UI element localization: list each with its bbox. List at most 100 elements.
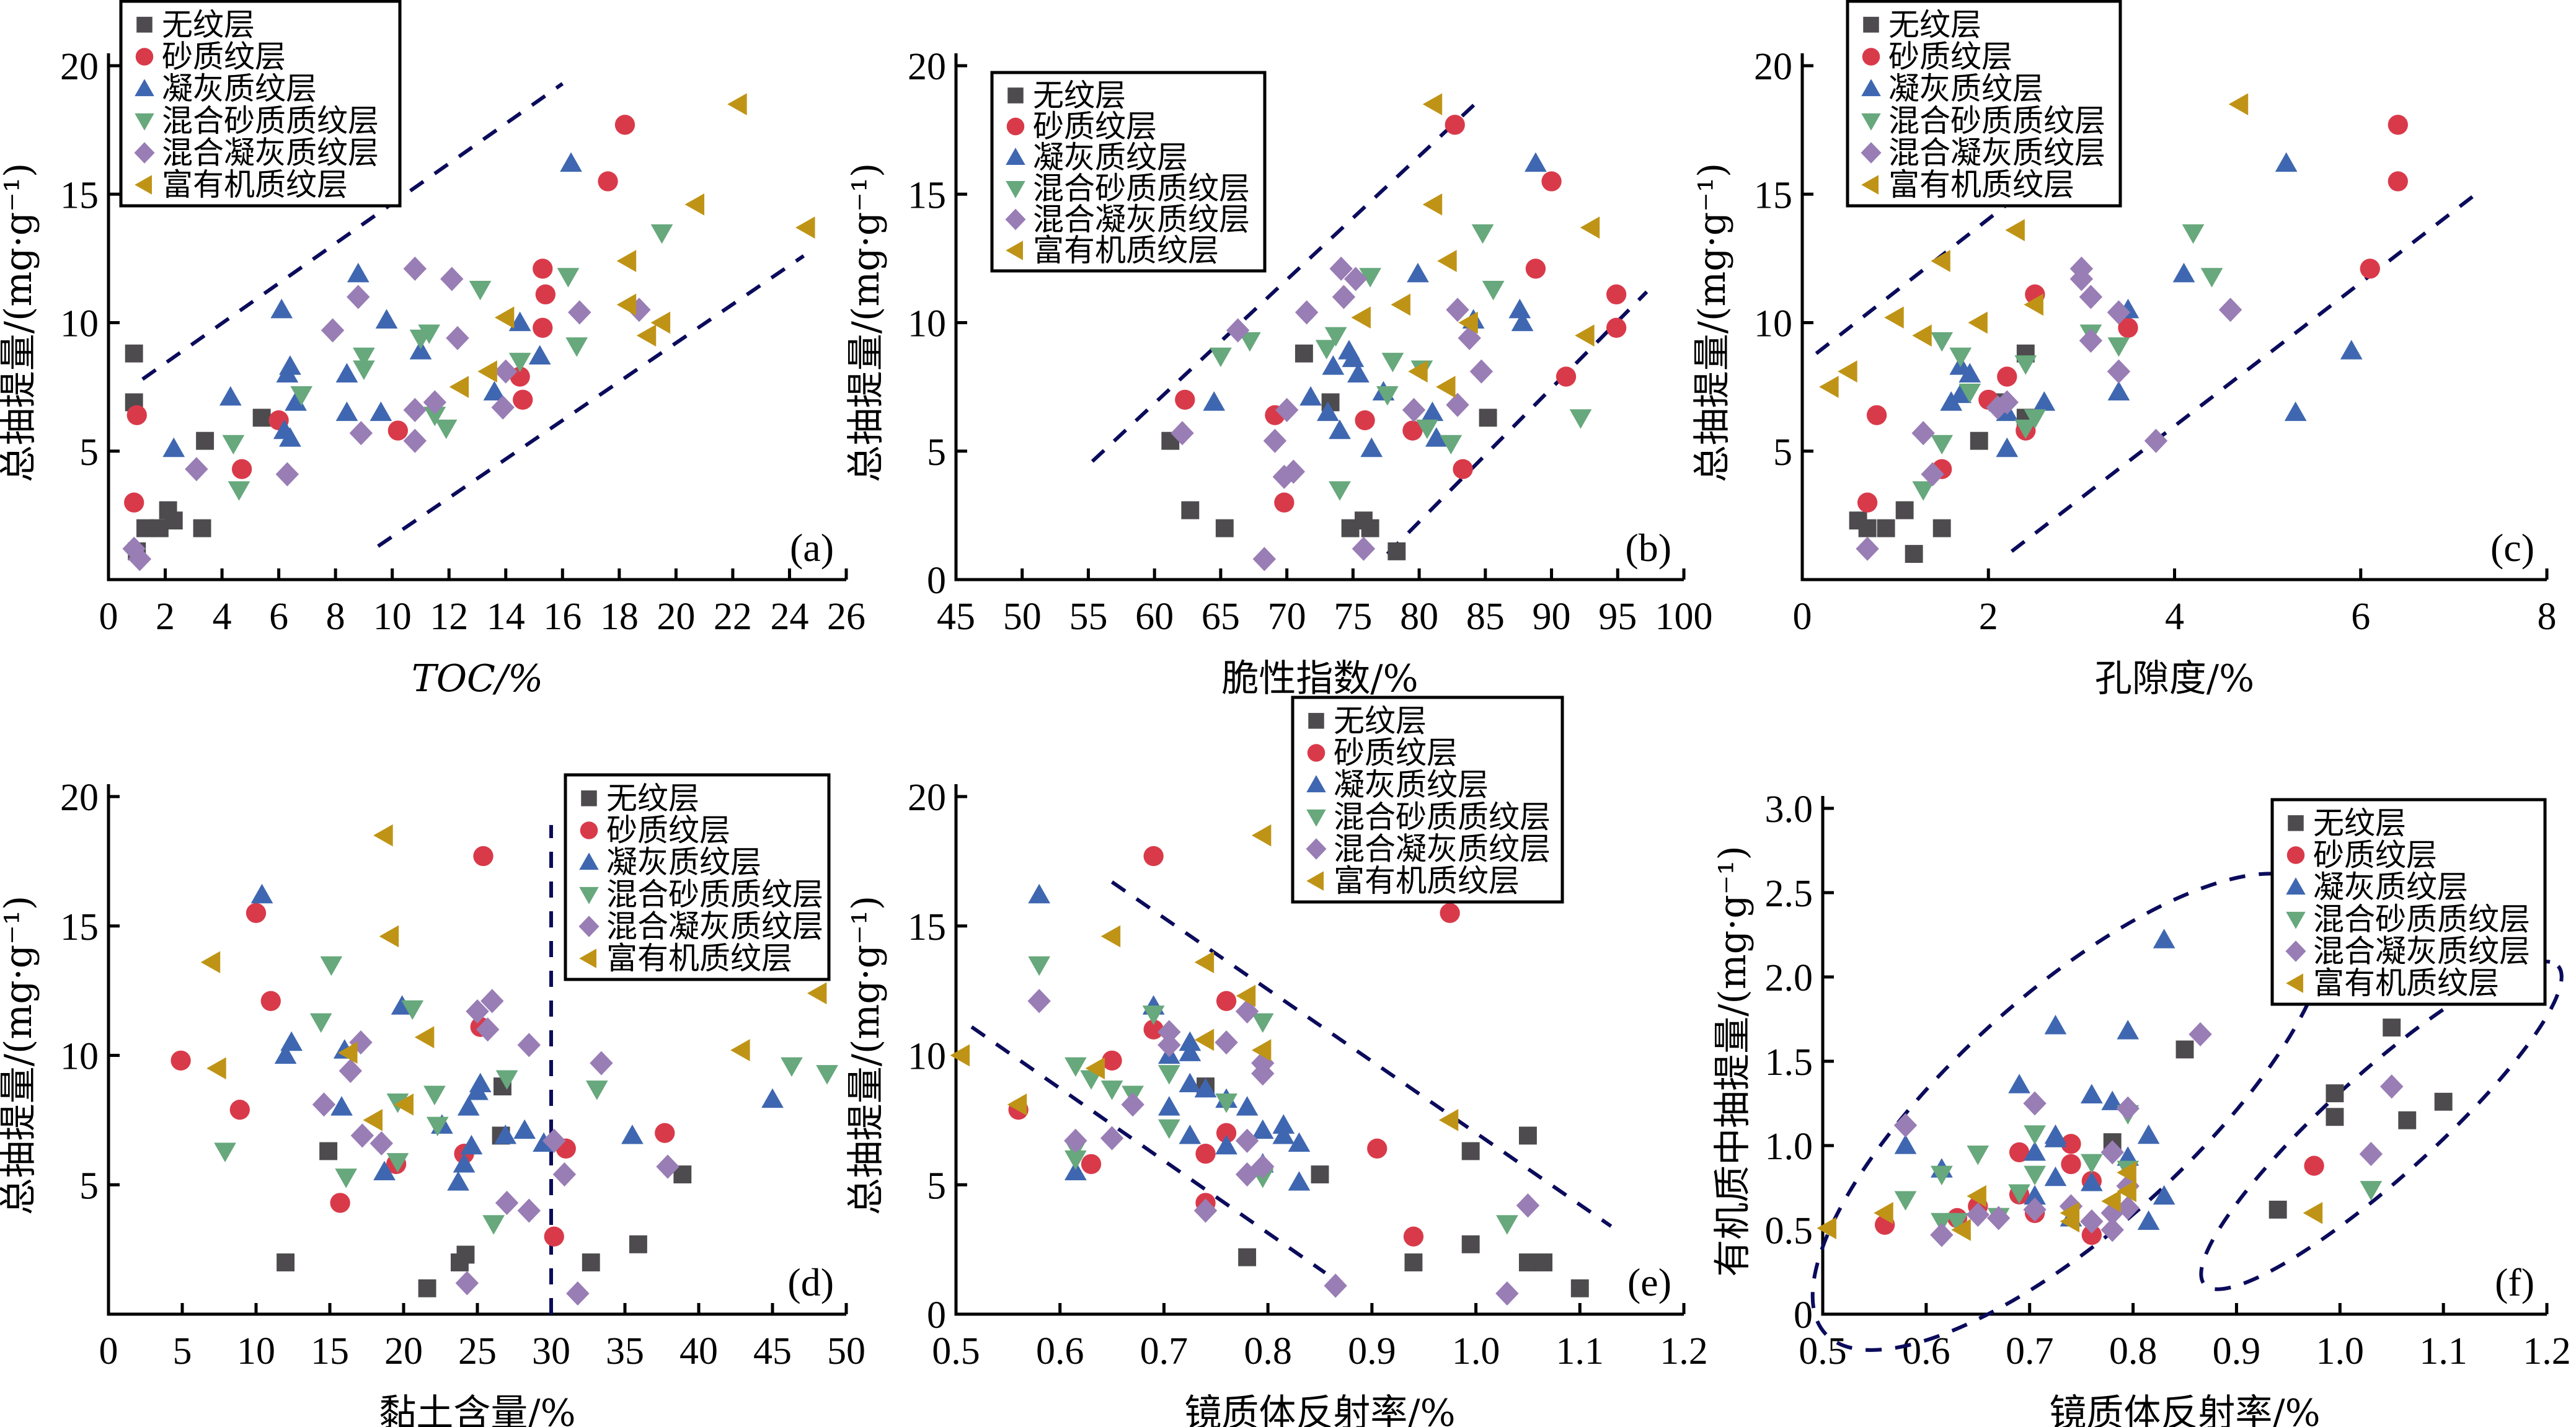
- data-point: [1175, 389, 1195, 410]
- legend-marker-triangle-left: [1861, 175, 1879, 195]
- data-point: [1416, 419, 1438, 440]
- data-point: [1931, 1165, 1953, 1186]
- x-axis-title: 孔隙度/%: [2095, 657, 2254, 700]
- data-point: [1381, 353, 1404, 373]
- x-tick-label: 1.2: [1660, 1330, 1708, 1372]
- data-point: [1235, 1128, 1259, 1153]
- data-point: [455, 1271, 479, 1296]
- legend-label: 无纹层: [162, 7, 255, 43]
- data-point: [409, 340, 432, 360]
- y-axis-title: 总抽提量/(mg·g⁻¹): [0, 163, 40, 483]
- data-point: [2005, 219, 2025, 242]
- data-point: [2107, 337, 2130, 357]
- data-point: [2008, 1184, 2030, 1204]
- data-point: [309, 1013, 332, 1033]
- data-point: [170, 1050, 191, 1071]
- legend-label: 无纹层: [1033, 77, 1126, 113]
- data-point: [557, 268, 580, 288]
- y-axis-title: 总抽提量/(mg·g⁻¹): [0, 896, 40, 1216]
- data-point: [2172, 262, 2195, 283]
- y-tick-label: 3.0: [1765, 789, 1813, 831]
- data-point: [1215, 1134, 1237, 1155]
- data-point: [795, 216, 815, 239]
- legend-item: 无纹层: [1007, 77, 1126, 113]
- data-point: [950, 1044, 970, 1067]
- legend-label: 富有机质纹层: [162, 167, 348, 203]
- y-tick-label: 0: [927, 1294, 946, 1336]
- data-point: [1322, 355, 1345, 375]
- data-point: [319, 1142, 338, 1160]
- y-axis-title: 有机质中抽提量/(mg·g⁻¹): [1711, 846, 1755, 1277]
- series-triangle-left: [1817, 1161, 2323, 1241]
- legend-label: 混合砂质质纹层: [2313, 901, 2530, 937]
- data-point: [1157, 1020, 1181, 1045]
- data-point: [349, 421, 373, 446]
- data-point: [781, 1057, 803, 1077]
- data-point: [401, 1000, 424, 1020]
- data-point: [2360, 258, 2380, 279]
- legend-marker-triangle-down: [2286, 911, 2306, 929]
- data-point: [483, 381, 506, 401]
- data-point: [1895, 501, 1914, 519]
- data-point: [193, 519, 211, 537]
- data-point: [1179, 1041, 1202, 1061]
- data-point: [1440, 435, 1463, 455]
- data-point: [2116, 1196, 2140, 1221]
- y-tick-label: 15: [60, 174, 99, 216]
- data-point: [1179, 1072, 1202, 1093]
- series-triangle-down: [1028, 956, 1518, 1235]
- legend-item: 富有机质纹层: [135, 167, 348, 203]
- data-point: [460, 1134, 483, 1155]
- data-point: [542, 1128, 566, 1153]
- y-tick-label: 10: [908, 303, 946, 345]
- data-point: [1403, 1226, 1424, 1247]
- data-point: [1064, 1057, 1087, 1077]
- y-axis-title: 总抽提量/(mg·g⁻¹): [844, 896, 888, 1216]
- data-point: [1894, 1134, 1917, 1154]
- data-point: [1894, 1191, 1917, 1211]
- data-point: [128, 547, 152, 572]
- legend-label: 混合砂质质纹层: [606, 877, 823, 912]
- panel-tag: (a): [790, 526, 834, 570]
- x-axis-title: TOC/%: [412, 657, 543, 700]
- data-point: [373, 1160, 396, 1180]
- data-point: [1856, 536, 1879, 561]
- data-point: [1946, 1213, 1968, 1233]
- x-axis-title: 镜质体反射率/%: [1184, 1392, 1455, 1427]
- trend-line: [970, 1025, 1327, 1275]
- data-point: [2014, 419, 2037, 440]
- legend-item: 混合凝灰质纹层: [1306, 831, 1551, 867]
- data-point: [2383, 1018, 2401, 1037]
- data-point: [1288, 1171, 1311, 1191]
- data-point: [1376, 386, 1399, 406]
- data-point: [636, 324, 657, 347]
- x-tick-label: 50: [827, 1330, 865, 1372]
- data-point: [1295, 300, 1319, 325]
- data-point: [270, 298, 293, 319]
- legend-marker-square: [136, 17, 153, 33]
- data-point: [1272, 1114, 1295, 1134]
- panel-b: 45 50 55 60 65 70 75 80 85 90 95 100 0 5 10 15 20 脆性指数/% 总…: [844, 46, 1713, 700]
- x-tick-label: 70: [1268, 596, 1306, 638]
- data-point: [627, 298, 651, 322]
- legend-label: 富有机质纹层: [1334, 863, 1520, 899]
- data-point: [1028, 883, 1051, 904]
- panel-c: 0 2 4 6 8 5 10 15 20 孔隙度/% 总抽提量/(mg·g⁻¹) (c) 无纹层砂质纹层…: [1691, 0, 2557, 700]
- data-point: [568, 300, 591, 325]
- x-tick-label: 1.0: [1452, 1330, 1500, 1372]
- data-point: [1931, 332, 1954, 352]
- data-point: [1355, 410, 1375, 431]
- data-point: [2388, 115, 2408, 135]
- y-tick-label: 2.0: [1765, 957, 1813, 999]
- data-point: [1100, 1080, 1123, 1100]
- data-point: [491, 395, 515, 420]
- data-point: [2101, 1190, 2121, 1213]
- x-tick-label: 45: [753, 1330, 792, 1372]
- series-diamond: [122, 256, 651, 572]
- data-point: [2388, 171, 2408, 192]
- data-point: [2117, 1161, 2136, 1184]
- y-tick-label: 5: [927, 1165, 946, 1207]
- data-point: [2079, 328, 2103, 353]
- data-point: [2175, 1040, 2194, 1059]
